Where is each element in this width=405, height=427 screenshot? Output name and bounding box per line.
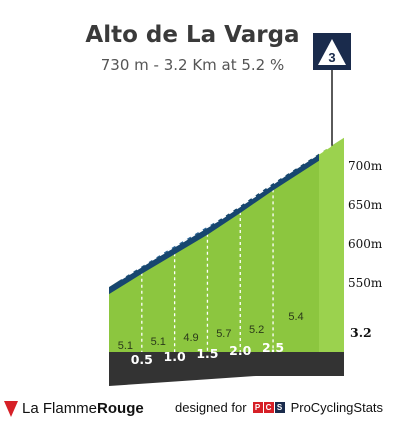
y-tick-label: 600m <box>348 237 383 251</box>
gradient-label: 4.9 <box>183 332 198 344</box>
km-tick-label: 1.0 <box>164 349 186 364</box>
profile-base-band-body <box>109 352 344 376</box>
category-number: 3 <box>328 50 335 65</box>
y-tick-label: 550m <box>348 276 383 290</box>
road-centerline <box>121 145 332 280</box>
gradient-label: 5.1 <box>118 340 133 352</box>
y-tick-label: 700m <box>348 159 383 173</box>
gradient-label: 5.7 <box>216 328 231 340</box>
km-tick-label: 2.5 <box>262 340 284 355</box>
climb-profile-chart: 3 700m 650m 600m 550m 3.2 5.1 5.1 4.9 5.7 5.2 5.4 0… <box>109 33 383 386</box>
profile-slope-face <box>109 153 319 352</box>
km-tick-label: 0.5 <box>131 352 153 367</box>
km-tick-label: 2.0 <box>229 343 251 358</box>
km-tick-label: 1.5 <box>196 346 218 361</box>
pcs-letter-s: S <box>274 402 285 413</box>
designed-for-credit: designed for P C S ProCyclingStats <box>175 400 383 415</box>
road-edge <box>109 153 319 295</box>
pcs-logo: P C S <box>252 402 285 413</box>
pcs-name: ProCyclingStats <box>290 400 384 415</box>
gradient-label: 5.4 <box>288 311 303 323</box>
pcs-letter-c: C <box>263 402 274 413</box>
la-flamme-rouge-logo: La Flamme Rouge <box>4 400 144 417</box>
flag-icon <box>4 400 18 417</box>
pcs-letter-p: P <box>252 402 263 413</box>
profile-end-face <box>319 137 344 352</box>
chart-title: Alto de La Varga <box>85 22 300 48</box>
y-tick-label: 650m <box>348 198 383 212</box>
category-badge-triangle <box>318 39 346 65</box>
brand-suffix: Rouge <box>97 400 144 417</box>
gradient-label: 5.2 <box>249 324 264 336</box>
end-distance-label: 3.2 <box>350 325 372 340</box>
gradient-label: 5.1 <box>151 336 166 348</box>
chart-subtitle: 730 m - 3.2 Km at 5.2 % <box>100 56 285 74</box>
brand-prefix: La Flamme <box>22 400 98 417</box>
designed-for-label: designed for <box>175 400 247 415</box>
